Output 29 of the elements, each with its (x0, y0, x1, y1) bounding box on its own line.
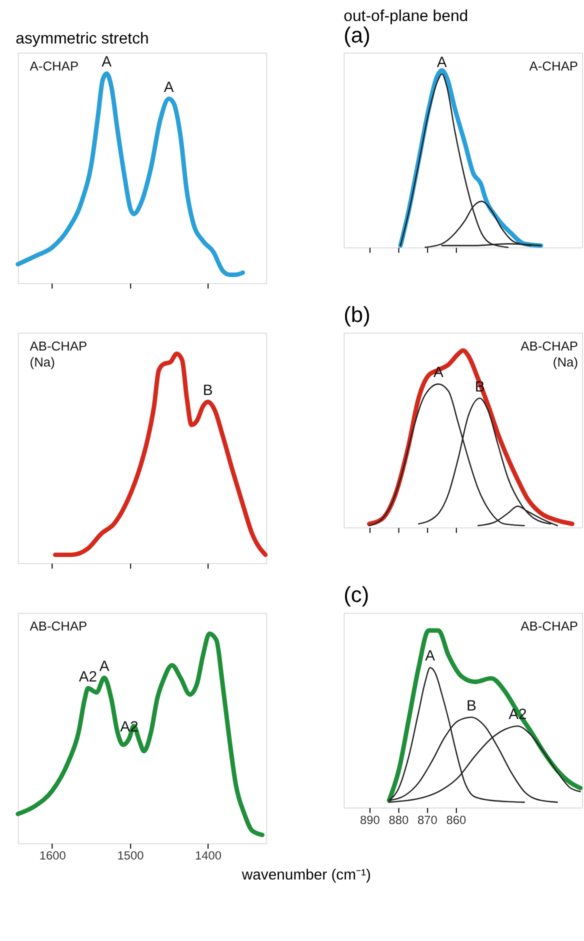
x-tick-label: 880 (388, 812, 410, 827)
annotation: AB-CHAP (520, 618, 578, 634)
annotation: A-CHAP (529, 58, 578, 74)
chart-subtitle: (a) (344, 22, 370, 48)
annotation: (Na) (30, 354, 55, 370)
x-tick-label: 870 (417, 812, 438, 827)
x-tick-label: 1500 (117, 848, 144, 863)
text: AB-CHAP (30, 338, 88, 354)
annotation: A2 (78, 669, 98, 686)
annotation: B (202, 382, 213, 399)
x-tick-label: 1400 (195, 848, 222, 863)
text: A-CHAP (30, 58, 79, 74)
annotation: AB-CHAP (520, 338, 578, 354)
annotation: A (99, 658, 110, 675)
annotation: A (164, 80, 174, 96)
chart-title: (c) (344, 582, 370, 607)
annotation: (Na) (552, 354, 578, 370)
chart-title: (b) (344, 302, 370, 327)
chart-title: out-of-plane bend (344, 8, 468, 25)
chart-title: asymmetric stretch (16, 30, 149, 48)
x-axis-title: wavenumber (cm⁻¹) (240, 868, 371, 884)
x-tick-label: 1600 (39, 848, 66, 863)
annotation: A (436, 54, 447, 71)
x-tick-label: 890 (360, 812, 380, 827)
x-tick-label: 860 (446, 812, 466, 827)
annotation: B (466, 698, 476, 714)
annotation: A (425, 648, 436, 665)
text: AB-CHAP (30, 618, 88, 634)
annotation: A (102, 54, 112, 71)
